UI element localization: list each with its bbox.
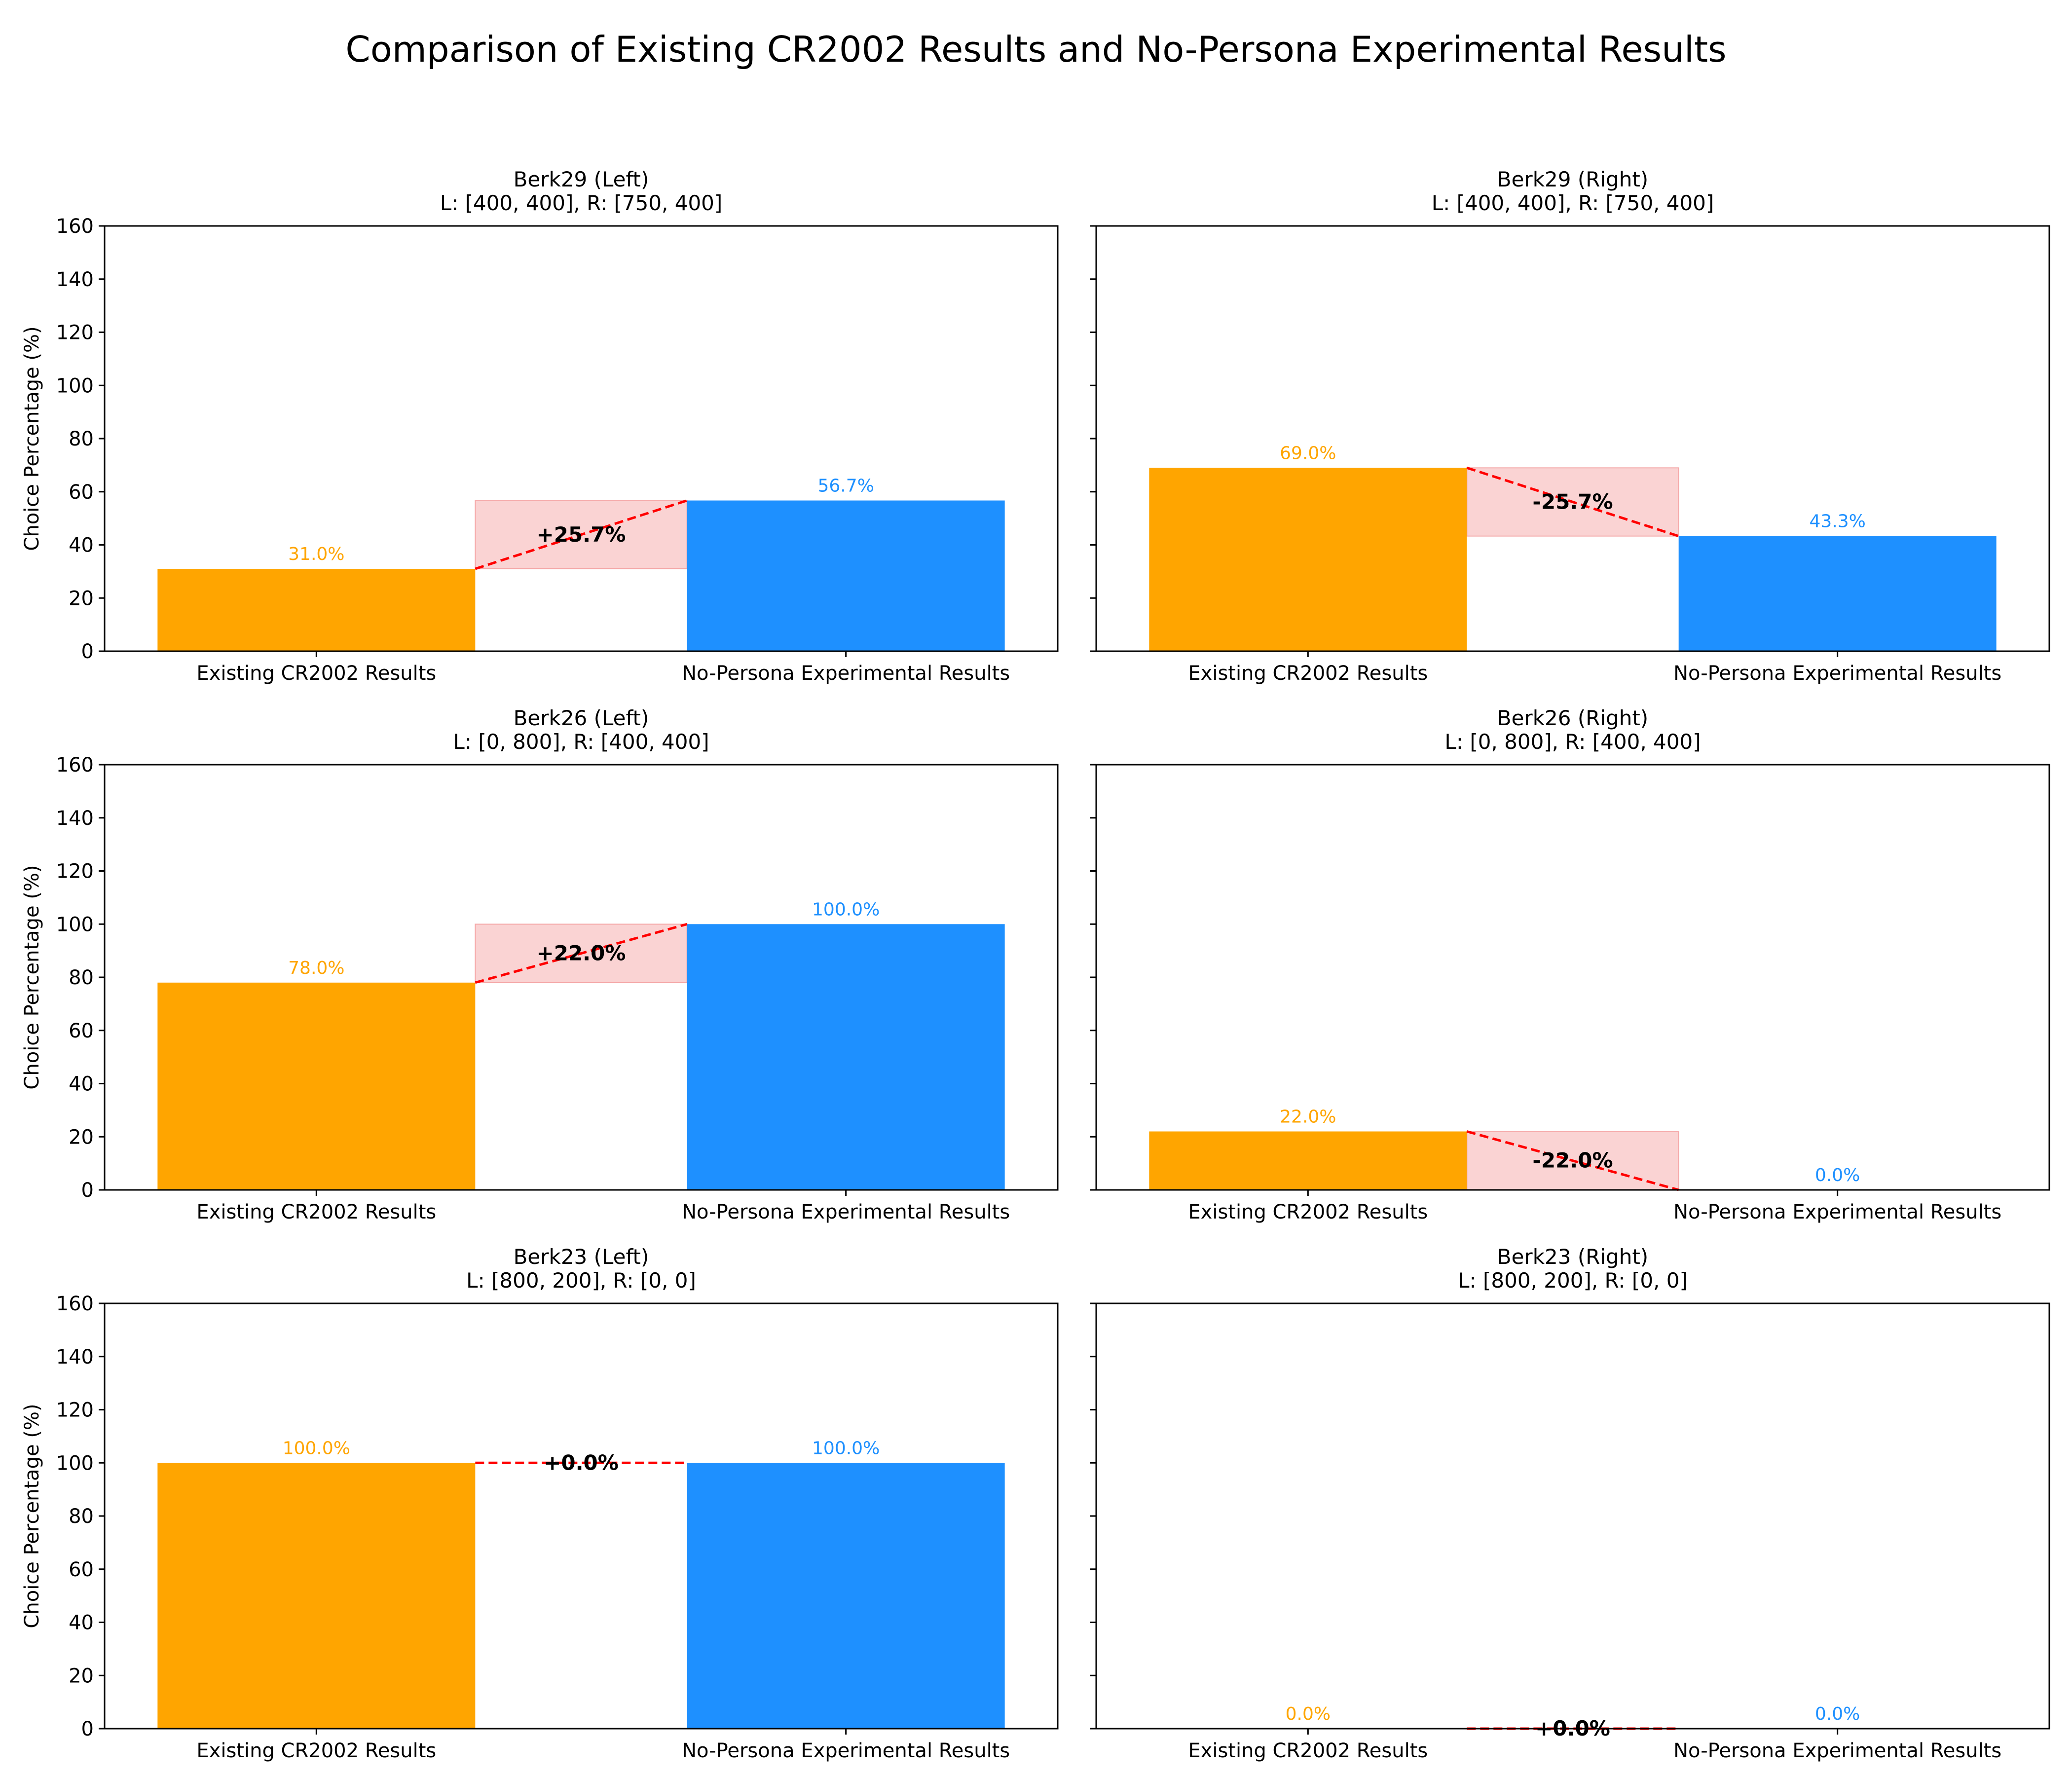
bar-experimental-label: 0.0% <box>1815 1165 1860 1185</box>
y-tick-label: 0 <box>81 1718 94 1740</box>
y-tick-label: 60 <box>69 1020 94 1042</box>
panel-title: Berk29 (Right) <box>1497 167 1648 191</box>
y-tick-label: 100 <box>56 374 94 397</box>
bar-existing <box>157 568 476 651</box>
y-tick-label: 160 <box>56 754 94 777</box>
y-tick-label: 80 <box>69 428 94 450</box>
y-tick-label: 100 <box>56 1452 94 1475</box>
diff-label: +22.0% <box>537 941 626 965</box>
y-tick-label: 140 <box>56 807 94 830</box>
x-tick-label: Existing CR2002 Results <box>196 1739 436 1762</box>
y-tick-label: 20 <box>69 587 94 610</box>
panel-subtitle: L: [400, 400], R: [750, 400] <box>1432 191 1714 215</box>
y-tick-label: 40 <box>69 534 94 557</box>
y-tick-label: 0 <box>81 1179 94 1202</box>
bar-experimental <box>687 924 1005 1190</box>
panel-4: Berk23 (Left)L: [800, 200], R: [0, 0] 100… <box>21 1245 1059 1762</box>
bar-existing <box>157 1463 476 1729</box>
y-tick-label: 60 <box>69 481 94 504</box>
x-tick-label: Existing CR2002 Results <box>1188 662 1428 685</box>
bar-existing-label: 0.0% <box>1286 1704 1331 1724</box>
bar-experimental <box>687 1463 1005 1729</box>
panel-subtitle: L: [0, 800], R: [400, 400] <box>453 730 709 754</box>
y-tick-label: 160 <box>56 1293 94 1315</box>
bar-experimental-label: 100.0% <box>812 1438 880 1458</box>
panel-title: Berk26 (Right) <box>1497 706 1648 730</box>
x-tick-label: No-Persona Experimental Results <box>1673 1201 2001 1223</box>
y-tick-label: 100 <box>56 913 94 936</box>
panels-grid: Berk29 (Left)L: [400, 400], R: [750, 400… <box>21 167 2050 1762</box>
x-tick-label: Existing CR2002 Results <box>196 1201 436 1223</box>
panel-3: Berk26 (Right)L: [0, 800], R: [400, 400]… <box>1090 706 2050 1223</box>
y-axis-label: Choice Percentage (%) <box>21 865 43 1089</box>
bar-existing-label: 100.0% <box>283 1438 350 1458</box>
axes-frame <box>1095 1302 2050 1730</box>
bar-experimental-label: 0.0% <box>1815 1704 1860 1724</box>
panel-subtitle: L: [800, 200], R: [0, 0] <box>466 1268 696 1293</box>
diff-line <box>475 499 688 570</box>
panel-5: Berk23 (Right)L: [800, 200], R: [0, 0] 0.… <box>1090 1245 2050 1762</box>
panel-subtitle: L: [400, 400], R: [750, 400] <box>440 191 723 215</box>
bar-existing <box>1149 1131 1467 1190</box>
panel-0: Berk29 (Left)L: [400, 400], R: [750, 400… <box>21 167 1059 685</box>
diff-label: -22.0% <box>1532 1148 1613 1173</box>
bar-existing <box>157 982 476 1190</box>
axes-frame <box>1095 764 2050 1191</box>
x-tick-label: Existing CR2002 Results <box>1188 1739 1428 1762</box>
x-tick-label: Existing CR2002 Results <box>196 662 436 685</box>
panel-subtitle: L: [0, 800], R: [400, 400] <box>1444 730 1701 754</box>
y-tick-label: 60 <box>69 1558 94 1581</box>
bar-experimental <box>687 500 1005 651</box>
chart-title: Comparison of Existing CR2002 Results an… <box>345 29 1726 70</box>
y-tick-label: 80 <box>69 1505 94 1528</box>
y-tick-label: 140 <box>56 268 94 291</box>
panel-title: Berk26 (Left) <box>514 706 649 730</box>
y-tick-label: 120 <box>56 860 94 883</box>
y-tick-label: 120 <box>56 1399 94 1422</box>
panel-title: Berk23 (Right) <box>1497 1245 1648 1269</box>
bar-existing <box>1149 468 1467 651</box>
y-tick-label: 20 <box>69 1126 94 1148</box>
diff-label: -25.7% <box>1532 489 1613 514</box>
y-tick-label: 40 <box>69 1612 94 1634</box>
bar-experimental-label: 43.3% <box>1809 512 1865 532</box>
diff-line <box>1466 1130 1679 1191</box>
y-axis-label: Choice Percentage (%) <box>21 326 43 551</box>
panel-2: Berk26 (Left)L: [0, 800], R: [400, 400] 7… <box>21 706 1059 1223</box>
panel-1: Berk29 (Right)L: [400, 400], R: [750, 40… <box>1090 167 2050 685</box>
diff-line <box>1466 466 1679 538</box>
x-tick-label: No-Persona Experimental Results <box>682 1739 1010 1762</box>
y-tick-label: 0 <box>81 640 94 663</box>
y-tick-label: 20 <box>69 1665 94 1687</box>
panel-title: Berk23 (Left) <box>514 1245 649 1269</box>
bar-experimental <box>1678 536 1997 651</box>
bar-existing-label: 31.0% <box>288 544 344 564</box>
x-tick-label: No-Persona Experimental Results <box>682 1201 1010 1223</box>
y-tick-label: 40 <box>69 1073 94 1096</box>
diff-line <box>475 923 688 984</box>
y-tick-label: 120 <box>56 322 94 344</box>
bar-existing-label: 78.0% <box>288 958 344 978</box>
bar-experimental-label: 56.7% <box>817 476 874 496</box>
y-axis-label: Choice Percentage (%) <box>21 1404 43 1628</box>
x-tick-label: No-Persona Experimental Results <box>1673 662 2001 685</box>
bar-experimental-label: 100.0% <box>812 899 880 920</box>
diff-label: +25.7% <box>537 522 626 547</box>
bar-existing-label: 22.0% <box>1280 1107 1336 1127</box>
y-tick-label: 160 <box>56 215 94 238</box>
y-tick-label: 140 <box>56 1346 94 1369</box>
x-tick-label: No-Persona Experimental Results <box>682 662 1010 685</box>
x-tick-label: Existing CR2002 Results <box>1188 1201 1428 1223</box>
y-tick-label: 80 <box>69 966 94 989</box>
diff-label: +0.0% <box>544 1450 619 1475</box>
bar-existing-label: 69.0% <box>1280 443 1336 463</box>
x-tick-label: No-Persona Experimental Results <box>1673 1739 2001 1762</box>
panel-subtitle: L: [800, 200], R: [0, 0] <box>1458 1268 1688 1293</box>
panel-title: Berk29 (Left) <box>514 167 649 191</box>
